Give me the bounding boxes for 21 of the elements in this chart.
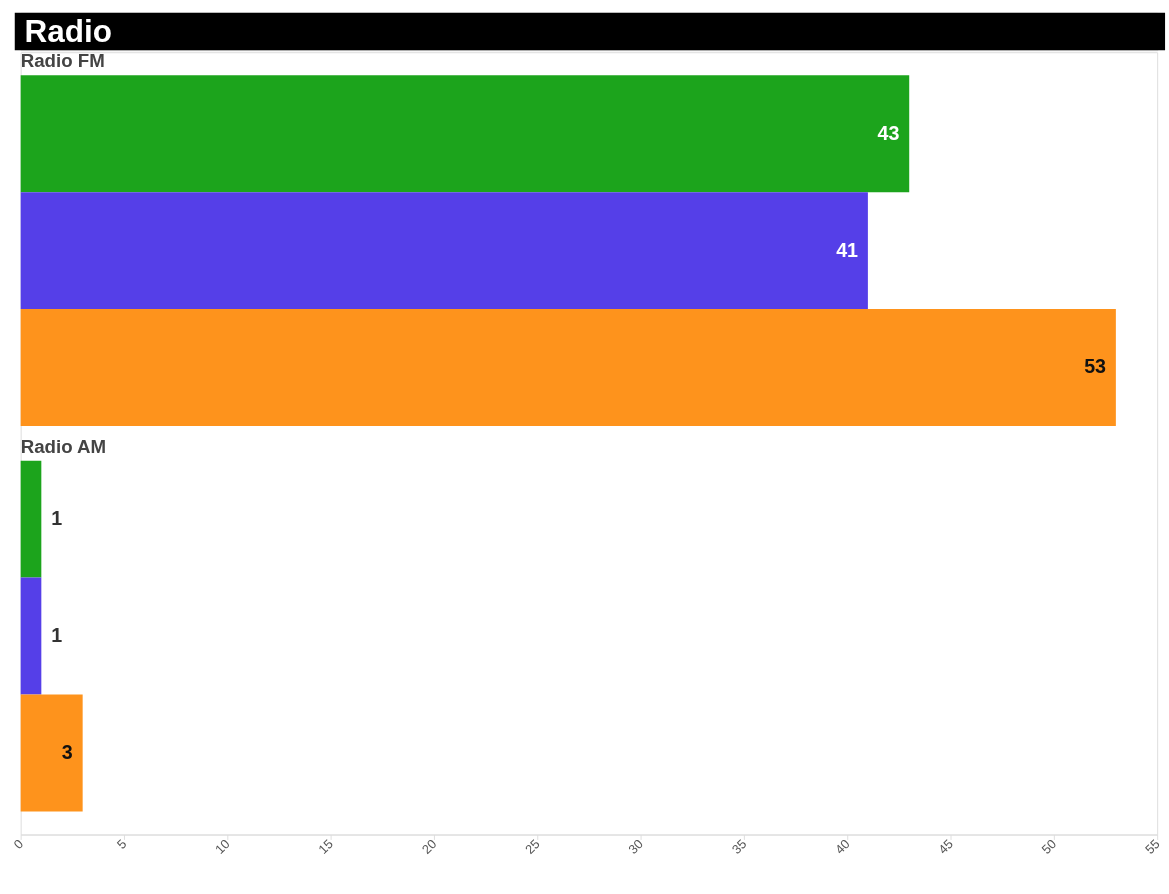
x-tick-label: 15: [315, 836, 337, 857]
x-tick-label: 5: [113, 836, 130, 852]
x-tick-label: 25: [522, 836, 543, 857]
data-label: 43: [877, 121, 900, 144]
x-tick-label: 50: [1038, 836, 1060, 857]
y-tick-label: Radio AM: [20, 435, 107, 457]
x-tick-label: 10: [212, 836, 233, 857]
data-label: 41: [836, 238, 859, 261]
data-label: 3: [61, 740, 73, 763]
x-tick-label: 35: [728, 836, 750, 857]
data-label: 1: [51, 507, 63, 530]
x-tick-label: 55: [1141, 836, 1163, 857]
data-label: 53: [1084, 355, 1107, 378]
x-tick-label: 30: [625, 836, 646, 857]
chart-title: Radio: [24, 14, 113, 50]
data-label: 1: [51, 623, 63, 646]
x-tick-label: 45: [935, 836, 956, 857]
y-tick-label: Radio FM: [20, 50, 105, 72]
x-tick-label: 20: [418, 836, 440, 857]
x-tick-label: 40: [831, 836, 853, 857]
x-tick-label: 0: [10, 836, 27, 852]
